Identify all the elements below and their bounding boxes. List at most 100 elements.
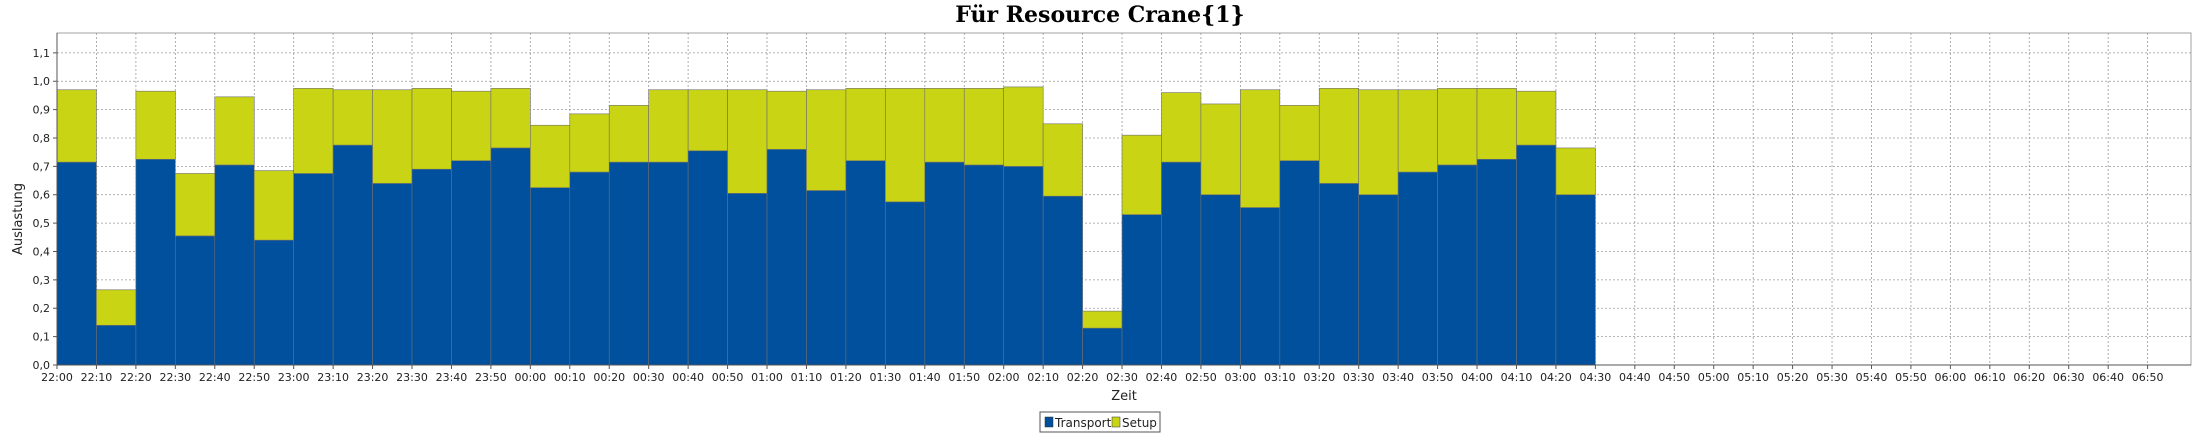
bar-transport <box>687 150 728 366</box>
bar-setup <box>1003 86 1044 167</box>
legend: Transport Setup <box>1039 411 1161 433</box>
x-tick-label: 04:10 <box>1501 371 1533 384</box>
x-tick-label: 22:20 <box>120 371 152 384</box>
bar-setup <box>1279 105 1320 161</box>
x-tick-label: 06:40 <box>2092 371 2124 384</box>
bar-setup <box>135 90 176 160</box>
y-tick-label: 0,3 <box>33 274 51 287</box>
bar-setup <box>924 88 965 163</box>
bar-setup <box>727 89 768 194</box>
bar-setup <box>1240 89 1281 208</box>
legend-box <box>1039 411 1161 433</box>
bar-setup <box>687 89 728 152</box>
y-axis-label: Auslastung <box>11 183 26 255</box>
bar-transport <box>1240 207 1281 366</box>
x-tick-label: 03:40 <box>1382 371 1414 384</box>
x-tick-label: 00:40 <box>672 371 704 384</box>
x-tick-label: 01:40 <box>909 371 941 384</box>
x-tick-label: 23:50 <box>475 371 507 384</box>
legend-swatch-transport <box>1044 416 1054 428</box>
bar-setup <box>96 289 137 326</box>
x-tick-label: 05:10 <box>1737 371 1769 384</box>
bar-transport <box>608 161 649 366</box>
x-tick-label: 05:50 <box>1895 371 1927 384</box>
bar-setup <box>411 88 452 170</box>
bar-transport <box>1437 164 1478 366</box>
y-tick-label: 0,5 <box>33 217 51 230</box>
bar-transport <box>175 235 216 366</box>
bar-transport <box>727 193 768 366</box>
x-tick-label: 00:30 <box>633 371 665 384</box>
bar-transport <box>1082 327 1123 366</box>
bar-transport <box>530 187 571 366</box>
bar-setup <box>1555 147 1596 196</box>
bar-setup <box>569 113 610 173</box>
x-tick-label: 03:20 <box>1303 371 1335 384</box>
bar-setup <box>1318 88 1360 184</box>
bar-transport <box>214 164 255 366</box>
x-tick-label: 03:30 <box>1343 371 1375 384</box>
bar-setup <box>175 173 216 237</box>
y-tick-label: 0,4 <box>33 245 51 258</box>
x-tick-label: 02:50 <box>1185 371 1217 384</box>
x-tick-label: 01:10 <box>791 371 823 384</box>
bar-setup <box>1042 123 1083 197</box>
x-tick-label: 05:30 <box>1816 371 1848 384</box>
x-tick-label: 22:10 <box>81 371 113 384</box>
bar-setup <box>451 90 492 161</box>
bar-transport <box>569 171 610 366</box>
x-tick-label: 00:10 <box>554 371 586 384</box>
x-tick-label: 04:20 <box>1540 371 1572 384</box>
legend-swatch-setup <box>1111 416 1121 428</box>
bar-setup <box>885 88 926 203</box>
bar-transport <box>411 168 452 366</box>
x-tick-label: 22:30 <box>159 371 191 384</box>
bar-transport <box>963 164 1004 366</box>
bar-setup <box>608 105 649 163</box>
bar-setup <box>293 88 334 174</box>
y-tick-label: 0,1 <box>33 331 51 344</box>
x-tick-label: 06:10 <box>1974 371 2006 384</box>
bar-setup <box>1476 88 1517 160</box>
x-tick-label: 00:50 <box>712 371 744 384</box>
x-tick-label: 05:20 <box>1777 371 1809 384</box>
x-tick-label: 02:00 <box>988 371 1020 384</box>
bar-setup <box>845 88 886 161</box>
x-tick-label: 06:20 <box>2013 371 2045 384</box>
bar-setup <box>490 88 531 149</box>
bar-transport <box>1279 160 1320 366</box>
x-tick-label: 06:30 <box>2053 371 2085 384</box>
bar-transport <box>1161 161 1202 366</box>
bar-transport <box>253 239 294 366</box>
bar-setup <box>766 90 807 150</box>
bar-setup <box>806 89 847 191</box>
bars <box>56 86 1596 366</box>
x-tick-label: 23:30 <box>396 371 428 384</box>
x-tick-label: 04:00 <box>1461 371 1493 384</box>
x-tick-label: 01:50 <box>948 371 980 384</box>
x-tick-label: 00:00 <box>514 371 546 384</box>
bar-setup <box>648 89 689 163</box>
x-tick-label: 03:50 <box>1422 371 1454 384</box>
x-tick-label: 02:30 <box>1106 371 1138 384</box>
x-tick-label: 22:50 <box>238 371 270 384</box>
x-tick-label: 02:20 <box>1067 371 1099 384</box>
bar-setup <box>214 96 255 166</box>
bar-transport <box>845 160 886 366</box>
x-axis-label: Zeit <box>1111 389 1137 404</box>
y-tick-label: 0,0 <box>33 359 51 372</box>
bar-setup <box>56 89 97 163</box>
bar-transport <box>806 190 847 366</box>
bar-transport <box>1121 214 1162 366</box>
x-tick-label: 06:00 <box>1935 371 1967 384</box>
bar-setup <box>1121 134 1162 215</box>
y-tick-label: 0,8 <box>33 132 51 145</box>
bar-transport <box>1003 166 1044 366</box>
x-tick-label: 22:00 <box>41 371 73 384</box>
bar-transport <box>372 183 413 366</box>
bar-setup <box>372 89 413 184</box>
bar-transport <box>56 161 97 366</box>
x-tick-label: 01:00 <box>751 371 783 384</box>
x-tick-label: 05:00 <box>1698 371 1730 384</box>
